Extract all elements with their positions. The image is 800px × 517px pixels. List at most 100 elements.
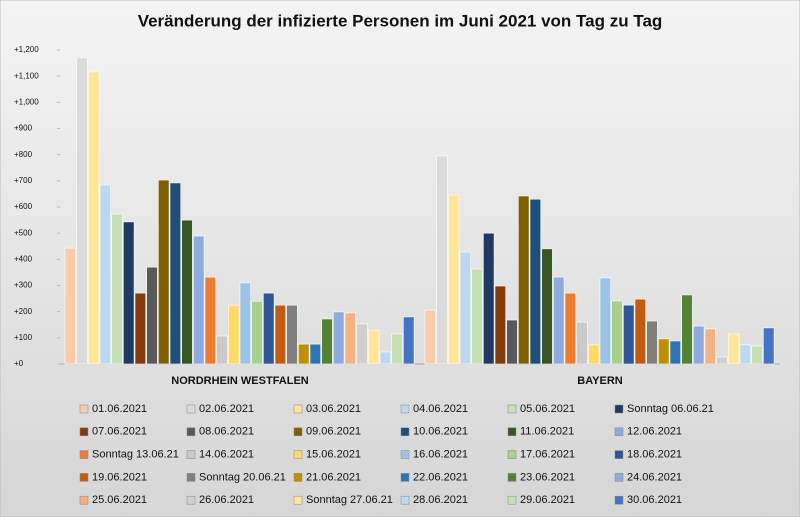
- bar: [506, 319, 518, 365]
- bar: [333, 311, 345, 365]
- legend-label: Sonntag 13.06.21: [92, 449, 179, 461]
- bar: [494, 285, 507, 365]
- y-tick-label: +800: [14, 150, 33, 159]
- legend-swatch: [507, 450, 517, 459]
- bar: [459, 251, 472, 365]
- bar: [356, 323, 368, 365]
- legend-swatch: [79, 495, 89, 505]
- legend-label: 26.06.2021: [199, 494, 254, 506]
- legend-label: 17.06.2021: [520, 449, 575, 461]
- bar: [216, 335, 228, 365]
- bar: [228, 304, 240, 365]
- legend-swatch: [400, 473, 410, 482]
- bar: [344, 312, 357, 365]
- legend-swatch: [507, 495, 517, 505]
- legend-swatch: [293, 427, 303, 437]
- bar: [99, 184, 112, 365]
- legend-label: 02.06.2021: [199, 403, 254, 415]
- legend-label: 14.06.2021: [199, 449, 254, 461]
- legend-swatch: [79, 450, 89, 459]
- legend-swatch: [614, 404, 624, 414]
- legend-swatch: [400, 427, 410, 437]
- bar: [646, 320, 658, 365]
- bar: [541, 248, 553, 365]
- bar: [576, 321, 588, 365]
- bar: [716, 356, 728, 365]
- bar: [704, 328, 717, 365]
- legend-swatch: [79, 473, 89, 482]
- legend-swatch: [293, 473, 303, 482]
- y-tick-label: +100: [14, 333, 33, 342]
- legend-swatch: [293, 450, 303, 459]
- bar: [76, 57, 88, 365]
- bar: [436, 155, 448, 365]
- bar: [251, 300, 263, 365]
- y-tick-label: +600: [14, 202, 33, 211]
- bar: [751, 345, 763, 365]
- legend-label: 15.06.2021: [306, 449, 361, 461]
- legend-label: 23.06.2021: [520, 471, 575, 483]
- bar: [471, 268, 483, 365]
- legend-label: 28.06.2021: [413, 494, 468, 506]
- bar: [368, 329, 380, 365]
- legend-swatch: [507, 427, 517, 437]
- bar: [634, 298, 647, 365]
- bar: [379, 351, 392, 365]
- bar: [123, 221, 135, 365]
- legend-swatch: [186, 404, 196, 414]
- bar: [111, 213, 123, 365]
- legend-label: Sonntag 20.06.21: [199, 471, 286, 483]
- legend-swatch: [614, 427, 624, 437]
- bar: [309, 343, 322, 365]
- legend-swatch: [507, 404, 517, 414]
- bar: [693, 325, 705, 365]
- legend-label: 03.06.2021: [306, 403, 361, 415]
- y-tick-label: +200: [14, 307, 33, 316]
- legend-label: 01.06.2021: [92, 403, 147, 415]
- bar: [623, 304, 635, 365]
- bar: [763, 327, 775, 365]
- y-tick-label: +300: [14, 281, 33, 290]
- bar: [146, 266, 158, 365]
- bar: [263, 292, 275, 365]
- bar: [553, 276, 565, 365]
- legend-label: 08.06.2021: [199, 426, 254, 438]
- legend-label: 21.06.2021: [306, 471, 361, 483]
- legend-swatch: [400, 450, 410, 459]
- legend-swatch: [186, 450, 196, 459]
- bar: [739, 344, 752, 365]
- bar: [448, 194, 460, 365]
- chart-title: Veränderung der infizierte Personen im J…: [138, 11, 663, 30]
- y-tick-label: +500: [14, 228, 33, 237]
- y-tick-label: +0: [14, 359, 24, 368]
- bar: [424, 309, 437, 365]
- bar: [88, 71, 100, 365]
- bar: [169, 182, 182, 365]
- legend-label: 22.06.2021: [413, 471, 468, 483]
- x-tick-label: BAYERN: [577, 375, 622, 387]
- legend-label: 04.06.2021: [413, 403, 468, 415]
- y-tick-label: +400: [14, 254, 33, 263]
- legend-label: 18.06.2021: [627, 449, 682, 461]
- bar: [403, 316, 415, 365]
- legend-swatch: [293, 495, 303, 505]
- y-tick-label: +900: [14, 124, 33, 133]
- legend-label: 11.06.2021: [520, 426, 574, 438]
- legend-swatch: [400, 404, 410, 414]
- legend-label: 10.06.2021: [413, 426, 468, 438]
- bar: [728, 333, 740, 365]
- bar: [529, 198, 542, 365]
- legend-label: Sonntag 06.06.21: [627, 403, 714, 415]
- legend-label: 09.06.2021: [306, 426, 361, 438]
- bar: [518, 195, 530, 365]
- legend-swatch: [507, 473, 517, 482]
- bar: [286, 304, 298, 365]
- legend-swatch: [614, 495, 624, 505]
- legend-label: 05.06.2021: [520, 403, 575, 415]
- bar: [658, 338, 670, 365]
- bar: [483, 232, 495, 365]
- legend-swatch: [400, 495, 410, 505]
- legend-label: Sonntag 27.06.21: [306, 494, 393, 506]
- bar: [134, 292, 147, 365]
- bar: [298, 343, 310, 365]
